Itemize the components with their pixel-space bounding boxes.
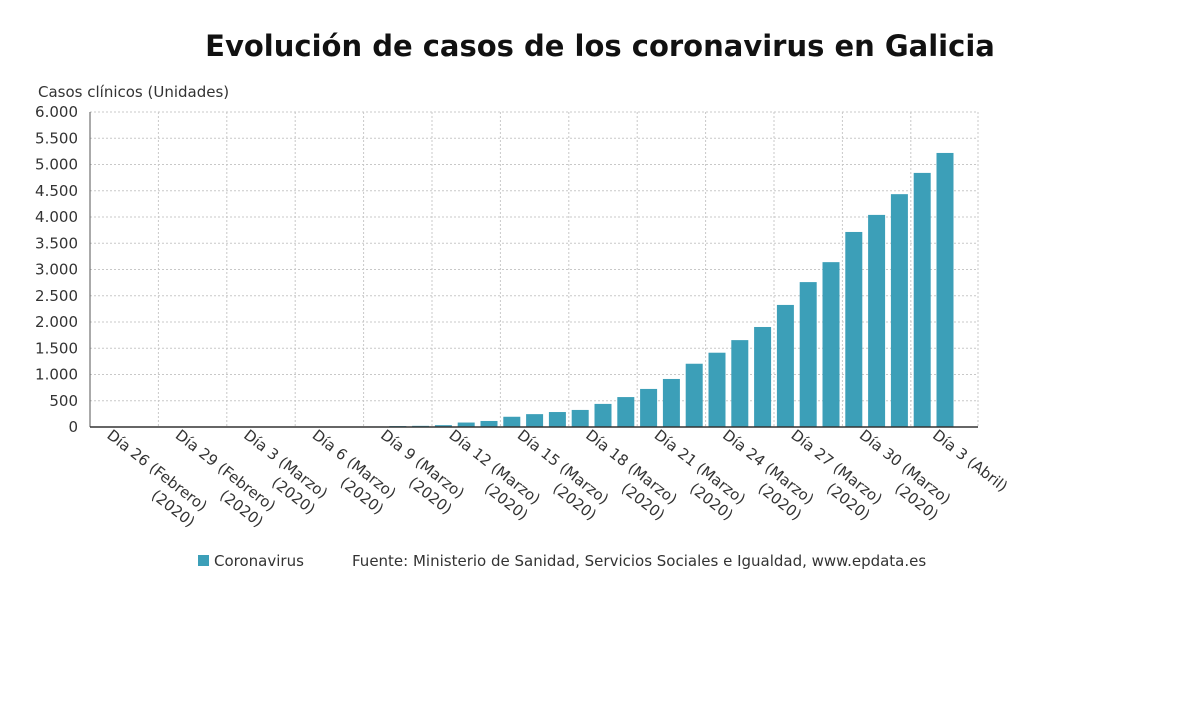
bar xyxy=(640,388,658,427)
chart-title: Evolución de casos de los coronavirus en… xyxy=(205,29,995,63)
bar xyxy=(913,172,931,427)
y-tick-label: 1.500 xyxy=(35,339,78,357)
y-tick-label: 6.000 xyxy=(35,103,78,121)
bar xyxy=(503,416,521,427)
y-tick-label: 4.500 xyxy=(35,182,78,200)
bar xyxy=(776,304,794,427)
y-tick-label: 2.000 xyxy=(35,313,78,331)
y-tick-label: 2.500 xyxy=(35,287,78,305)
y-tick-label: 5.500 xyxy=(35,129,78,147)
bar xyxy=(731,340,749,427)
bar xyxy=(822,262,840,427)
legend-label: Coronavirus xyxy=(214,552,304,570)
bar xyxy=(526,414,544,427)
bar xyxy=(708,352,726,427)
bar xyxy=(434,425,452,427)
bar xyxy=(845,231,863,427)
bar xyxy=(662,378,680,427)
y-tick-label: 3.000 xyxy=(35,261,78,279)
bar xyxy=(868,214,886,427)
bar xyxy=(548,412,566,427)
y-tick-label: 1.000 xyxy=(35,366,78,384)
y-tick-label: 5.000 xyxy=(35,156,78,174)
y-tick-label: 500 xyxy=(49,392,78,410)
bar xyxy=(936,152,954,427)
bar xyxy=(799,282,817,427)
bar xyxy=(617,397,635,427)
bar xyxy=(890,194,908,427)
bar xyxy=(594,403,612,427)
source: Fuente: Ministerio de Sanidad, Servicios… xyxy=(352,552,926,570)
y-tick-label: 4.000 xyxy=(35,208,78,226)
bar xyxy=(571,409,589,427)
bar xyxy=(457,422,475,427)
y-axis-label: Casos clínicos (Unidades) xyxy=(38,83,229,101)
legend-swatch xyxy=(198,555,209,566)
bar xyxy=(754,326,772,427)
y-tick-label: 3.500 xyxy=(35,234,78,252)
bar xyxy=(480,420,498,427)
bar xyxy=(685,363,703,427)
y-tick-label: 0 xyxy=(68,418,78,436)
